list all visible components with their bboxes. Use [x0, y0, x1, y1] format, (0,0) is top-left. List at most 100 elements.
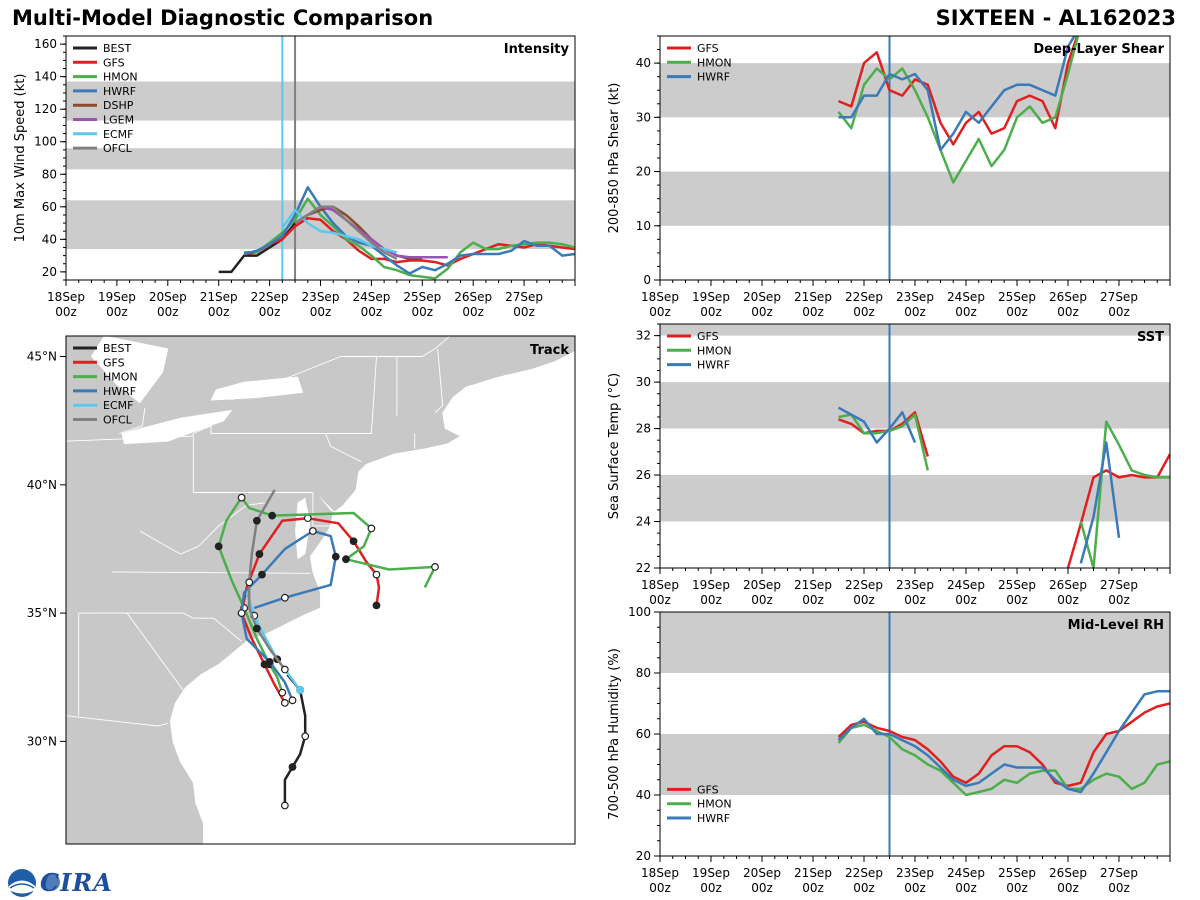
track-point-gfs — [303, 514, 312, 523]
panel-rh: 18Sep00z19Sep00z20Sep00z21Sep00z22Sep00z… — [607, 605, 1171, 895]
figure-title: Multi-Model Diagnostic Comparison — [12, 6, 434, 30]
shade-band — [660, 171, 1170, 226]
lake — [121, 409, 233, 445]
x-tick-label: 00z — [955, 305, 977, 319]
y-tick-label: 32 — [636, 329, 651, 343]
x-tick-label: 00z — [751, 881, 773, 895]
map-layer — [66, 336, 575, 844]
track-point-hwrf — [308, 527, 317, 535]
track-point-hwrf — [237, 609, 246, 617]
x-tick-label: 00z — [1057, 881, 1079, 895]
track-point-hwrf — [258, 570, 266, 579]
x-tick-label: 27Sep — [505, 290, 543, 304]
y-tick-label: 60 — [42, 200, 57, 214]
x-tick-label: 00z — [106, 305, 128, 319]
track-point-ecmf-start — [296, 686, 305, 695]
series-group — [837, 690, 1170, 797]
y-tick-label: 24 — [636, 515, 651, 529]
x-tick-label: 00z — [1108, 593, 1130, 607]
y-axis-label: 700-500 hPa Humidity (%) — [607, 648, 622, 820]
series-line-gfs — [243, 216, 575, 267]
track-point-gfs — [372, 570, 381, 579]
state-border — [193, 425, 372, 434]
legend-label: HWRF — [697, 812, 730, 825]
x-tick-label: 18Sep — [47, 290, 85, 304]
x-tick-label: 00z — [853, 305, 875, 319]
state-border — [139, 502, 265, 555]
x-tick-label: 00z — [853, 593, 875, 607]
state-border — [96, 612, 242, 642]
track-point-hmon — [342, 555, 350, 564]
track-point-hmon — [268, 511, 277, 520]
x-tick-label: 00z — [1006, 881, 1028, 895]
state-border — [111, 571, 311, 574]
y-axis-label: Sea Surface Temp (°C) — [607, 373, 622, 520]
x-tick-label: 22Sep — [845, 290, 883, 304]
x-tick-label: 00z — [904, 593, 926, 607]
legend-label: GFS — [697, 330, 719, 343]
x-tick-label: 19Sep — [692, 866, 730, 880]
y-tick-label: 45°N — [27, 350, 57, 364]
y-tick-label: 40 — [42, 232, 57, 246]
state-border — [66, 435, 194, 442]
x-tick-label: 00z — [1108, 881, 1130, 895]
state-border — [325, 433, 362, 463]
track-point-best — [288, 763, 297, 771]
x-tick-label: 24Sep — [947, 578, 985, 592]
track-point-hmon — [278, 688, 287, 697]
y-tick-label: 0 — [643, 273, 651, 287]
y-tick-label: 80 — [636, 666, 651, 680]
x-tick-label: 00z — [310, 305, 332, 319]
y-tick-label: 28 — [636, 422, 651, 436]
track-point-best — [301, 732, 310, 741]
x-tick-label: 19Sep — [692, 578, 730, 592]
panel-intensity: 18Sep00z19Sep00z20Sep00z21Sep00z22Sep00z… — [13, 35, 576, 319]
x-tick-label: 18Sep — [641, 578, 679, 592]
y-tick-label: 80 — [42, 167, 57, 181]
x-tick-label: 00z — [700, 305, 722, 319]
x-tick-label: 00z — [208, 305, 230, 319]
track-hmon — [217, 496, 437, 693]
legend-label: LGEM — [103, 114, 134, 127]
x-tick-label: 27Sep — [1100, 578, 1138, 592]
y-axis-label: 200-850 hPa Shear (kt) — [607, 83, 622, 234]
track-point-hwrf — [280, 593, 289, 602]
series-line-hmon — [1079, 420, 1170, 568]
x-tick-label: 23Sep — [896, 578, 934, 592]
track-point-ofcl — [252, 516, 261, 525]
y-tick-label: 60 — [636, 727, 651, 741]
track-point-hwrf — [265, 657, 274, 666]
panel-title: Deep-Layer Shear — [1033, 42, 1164, 57]
series-line-hmon — [838, 413, 930, 471]
series-line-hwrf — [838, 36, 1076, 152]
state-border — [231, 356, 423, 401]
x-tick-label: 18Sep — [641, 290, 679, 304]
lake — [91, 336, 169, 404]
x-tick-label: 00z — [361, 305, 383, 319]
x-tick-label: 19Sep — [98, 290, 136, 304]
y-tick-label: 20 — [636, 849, 651, 863]
x-tick-label: 23Sep — [896, 866, 934, 880]
x-tick-label: 00z — [751, 305, 773, 319]
legend-label: HWRF — [697, 71, 730, 84]
series-line-hmon — [837, 36, 1080, 184]
storm-id-title: SIXTEEN - AL162023 — [935, 6, 1176, 30]
legend-label: BEST — [103, 42, 131, 55]
x-tick-label: 00z — [853, 881, 875, 895]
x-tick-label: 23Sep — [302, 290, 340, 304]
x-tick-label: 18Sep — [641, 866, 679, 880]
legend-label: HWRF — [103, 85, 136, 98]
series-line-gfs — [838, 36, 1079, 146]
x-tick-label: 20Sep — [149, 290, 187, 304]
track-best — [283, 673, 307, 806]
series-line-hwrf — [837, 690, 1170, 794]
noaa-logo-icon — [8, 869, 60, 897]
x-tick-label: 26Sep — [1049, 290, 1087, 304]
legend-label: BEST — [103, 342, 131, 355]
track-gfs — [240, 516, 381, 704]
x-tick-label: 00z — [462, 305, 484, 319]
y-tick-label: 10 — [636, 219, 651, 233]
track-point-ofcl — [252, 624, 261, 633]
series-line-ofcl — [294, 205, 398, 261]
y-tick-label: 140 — [34, 70, 57, 84]
